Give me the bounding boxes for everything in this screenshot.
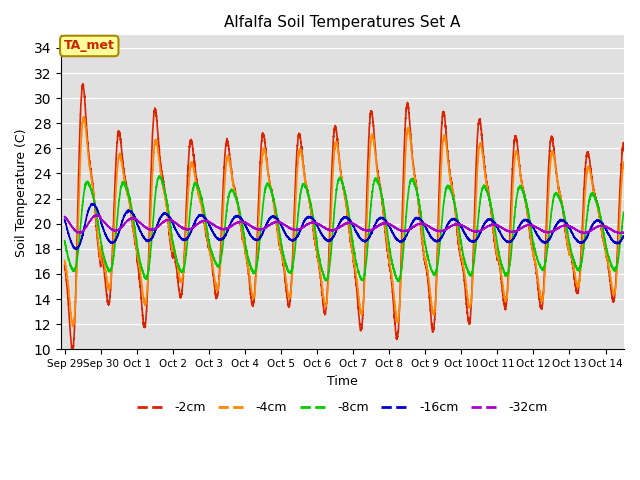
Legend: -2cm, -4cm, -8cm, -16cm, -32cm: -2cm, -4cm, -8cm, -16cm, -32cm [132,396,553,420]
X-axis label: Time: Time [327,374,358,387]
Y-axis label: Soil Temperature (C): Soil Temperature (C) [15,128,28,257]
Text: TA_met: TA_met [64,39,115,52]
Title: Alfalfa Soil Temperatures Set A: Alfalfa Soil Temperatures Set A [224,15,461,30]
